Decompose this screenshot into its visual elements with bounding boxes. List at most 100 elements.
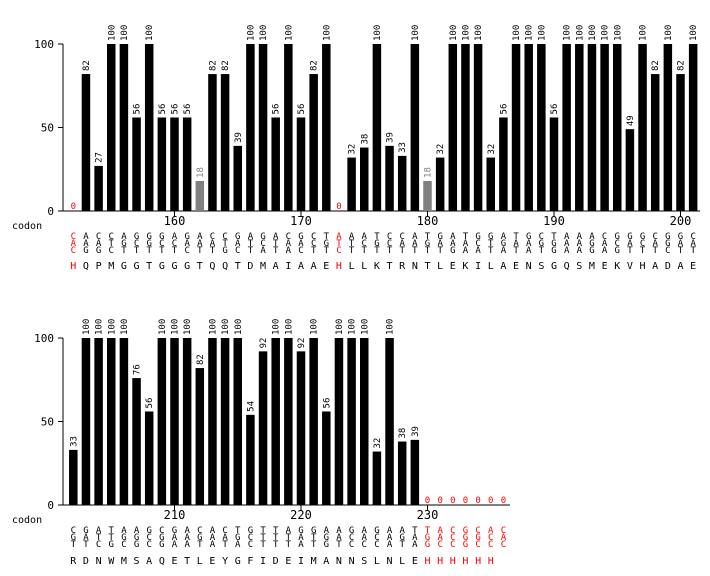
codon-letter: T (273, 526, 279, 536)
amino-acid-letter: R (70, 556, 77, 567)
codon-letter: A (627, 239, 633, 249)
amino-acid-letter: T (424, 261, 430, 272)
codon-letter: A (210, 533, 216, 543)
bar-value-label: 56 (322, 398, 332, 409)
amino-acid-letter: M (589, 261, 595, 272)
codon-letter: T (349, 246, 355, 256)
bar (220, 74, 230, 211)
amino-acid-letter: R (399, 261, 406, 272)
codon-letter: G (399, 533, 404, 543)
codon-letter: A (602, 239, 608, 249)
bar (271, 338, 280, 505)
codon-letter: A (362, 526, 368, 536)
codon-letter: A (286, 246, 292, 256)
bar-value-label: 100 (689, 25, 699, 41)
codon-letter: A (577, 232, 583, 242)
bar (448, 44, 458, 211)
codon-letter: A (83, 239, 89, 249)
codon-letter: A (260, 246, 266, 256)
bar (435, 157, 445, 211)
codon-letter: T (425, 246, 431, 256)
codon-letter: C (71, 526, 76, 536)
codon-letter: G (615, 246, 620, 256)
codon-letter: C (615, 239, 620, 249)
bar (347, 338, 356, 505)
bar (69, 449, 78, 505)
codon-letter: C (71, 246, 76, 256)
codon-letter: A (387, 526, 393, 536)
amino-acid-letter: S (576, 261, 582, 272)
codon-letter: A (172, 232, 178, 242)
bar-value-label: 100 (82, 319, 92, 335)
codon-letter: A (387, 533, 393, 543)
y-tick-label: 100 (34, 38, 54, 51)
amino-acid-letter: Q (209, 261, 215, 272)
codon-letter: A (652, 239, 658, 249)
bar (587, 44, 597, 211)
codon-letter: G (146, 232, 151, 242)
codon-letter: T (539, 246, 545, 256)
codon-letter: G (437, 232, 442, 242)
codon-letter: C (349, 533, 354, 543)
codon-letter: T (374, 246, 380, 256)
y-tick-label: 50 (41, 122, 54, 135)
amino-acid-letter: L (197, 556, 203, 567)
codon-letter: C (248, 533, 253, 543)
codon-letter: G (248, 526, 253, 536)
bar (423, 180, 432, 211)
bar-value-label: 82 (677, 60, 687, 71)
bar-value-label: 56 (499, 104, 509, 115)
x-tick-label: 170 (290, 214, 312, 228)
codon-letter: G (463, 540, 468, 550)
codon-letter: A (298, 533, 304, 543)
bar (347, 157, 356, 211)
x-tick-label: 230 (417, 508, 439, 522)
codon-letter: T (387, 246, 393, 256)
amino-acid-letter: H (336, 261, 342, 272)
codon-letter: T (248, 239, 254, 249)
amino-acid-letter: N (387, 556, 393, 567)
bar-value-label: 100 (208, 319, 218, 335)
codon-letter: T (96, 533, 102, 543)
bar (410, 44, 420, 211)
codon-letter: T (399, 246, 405, 256)
bar-value-label: 100 (95, 319, 105, 335)
codon-letter: T (286, 540, 292, 550)
bar-value-label: 32 (436, 144, 446, 155)
bar-value-label: 100 (145, 25, 155, 41)
bar (549, 117, 559, 211)
codon-letter: T (690, 246, 696, 256)
x-tick-label: 200 (670, 214, 692, 228)
amino-acid-letter: G (551, 261, 557, 272)
bar (132, 378, 141, 505)
bar-value-label: 100 (664, 25, 674, 41)
bar-value-label: 92 (297, 338, 307, 349)
codon-letter: C (184, 246, 189, 256)
bar (195, 180, 205, 211)
bar-value-label: 100 (575, 25, 585, 41)
codon-letter: A (336, 232, 342, 242)
codon-letter: T (311, 533, 317, 543)
amino-acid-letter: E (323, 261, 329, 272)
amino-acid-letter: A (677, 261, 683, 272)
bar-value-label: 82 (310, 60, 320, 71)
codon-letter: G (235, 232, 240, 242)
bar-value-label: 0 (463, 496, 468, 506)
codon-letter: G (134, 232, 139, 242)
amino-acid-letter: Q (83, 261, 89, 272)
codon-letter: A (437, 533, 443, 543)
codon-letter: A (450, 232, 456, 242)
amino-acid-letter: H (462, 556, 468, 567)
codon-letter: G (526, 232, 531, 242)
codon-letter: A (184, 533, 190, 543)
codon-letter: T (324, 246, 330, 256)
codon-letter: C (311, 239, 316, 249)
codon-letter: A (602, 246, 608, 256)
codon-letter: T (273, 540, 279, 550)
bar-value-label: 0 (336, 202, 341, 212)
bar (499, 117, 508, 211)
bar-value-label: 100 (234, 319, 244, 335)
bar-value-label: 100 (335, 319, 345, 335)
codon-letter: C (260, 239, 265, 249)
codon-letter: T (172, 246, 178, 256)
